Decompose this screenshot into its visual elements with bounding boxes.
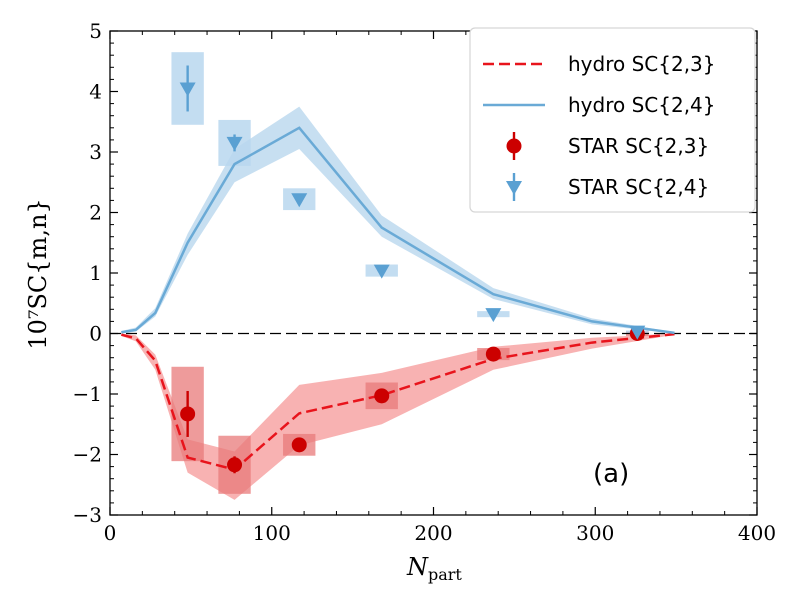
y-axis-label: 10⁷SC{m,n} — [24, 198, 52, 349]
point-sc24-3 — [373, 264, 390, 279]
band-hydro-sc23 — [121, 333, 675, 500]
y-tick-label-0: −3 — [73, 503, 102, 527]
point-sc23-2 — [291, 437, 307, 453]
y-tick-label-2: −1 — [73, 382, 102, 406]
y-tick-label-1: −2 — [73, 443, 102, 467]
hydro-curves — [121, 126, 675, 471]
point-sc24-1 — [226, 136, 243, 151]
y-tick-label-3: 0 — [89, 322, 102, 346]
y-tick-label-7: 4 — [89, 80, 102, 104]
point-sc23-4 — [485, 346, 501, 362]
x-tick-label-4: 400 — [738, 521, 776, 545]
point-sc24-0 — [179, 82, 196, 97]
legend-label-hydro-sc23: hydro SC{2,3} — [568, 52, 716, 76]
line-hydro-sc23 — [121, 332, 675, 471]
point-sc24-5 — [629, 325, 646, 340]
x-axis-label: Npart — [406, 553, 462, 584]
legend-box — [469, 27, 756, 213]
y-tick-label-6: 3 — [89, 140, 102, 164]
legend: hydro SC{2,3} hydro SC{2,4} STAR SC{2,3}… — [483, 52, 716, 201]
legend-marker-star-sc24 — [506, 181, 522, 195]
legend-label-star-sc24: STAR SC{2,4} — [568, 175, 709, 199]
line-hydro-sc24 — [121, 126, 675, 335]
x-tick-label-3: 300 — [576, 521, 614, 545]
y-tick-label-5: 2 — [89, 201, 102, 225]
x-tick-label-1: 100 — [253, 521, 291, 545]
point-sc23-3 — [374, 388, 390, 404]
point-sc23-1 — [227, 457, 243, 473]
legend-label-star-sc23: STAR SC{2,3} — [568, 134, 709, 158]
point-sc23-0 — [180, 406, 196, 422]
uncertainty-bands — [121, 106, 675, 500]
panel-label: (a) — [593, 459, 629, 489]
point-sc24-2 — [291, 193, 308, 208]
x-axis-label-subscript: part — [428, 565, 462, 584]
star-points — [179, 65, 646, 474]
x-tick-label-0: 0 — [104, 521, 117, 545]
y-tick-label-4: 1 — [89, 261, 102, 285]
y-tick-label-8: 5 — [89, 19, 102, 43]
legend-label-hydro-sc24: hydro SC{2,4} — [568, 93, 716, 117]
point-sc24-4 — [485, 308, 502, 323]
legend-marker-star-sc23 — [506, 138, 522, 154]
x-tick-label-2: 200 — [414, 521, 452, 545]
band-hydro-sc24 — [121, 106, 675, 334]
